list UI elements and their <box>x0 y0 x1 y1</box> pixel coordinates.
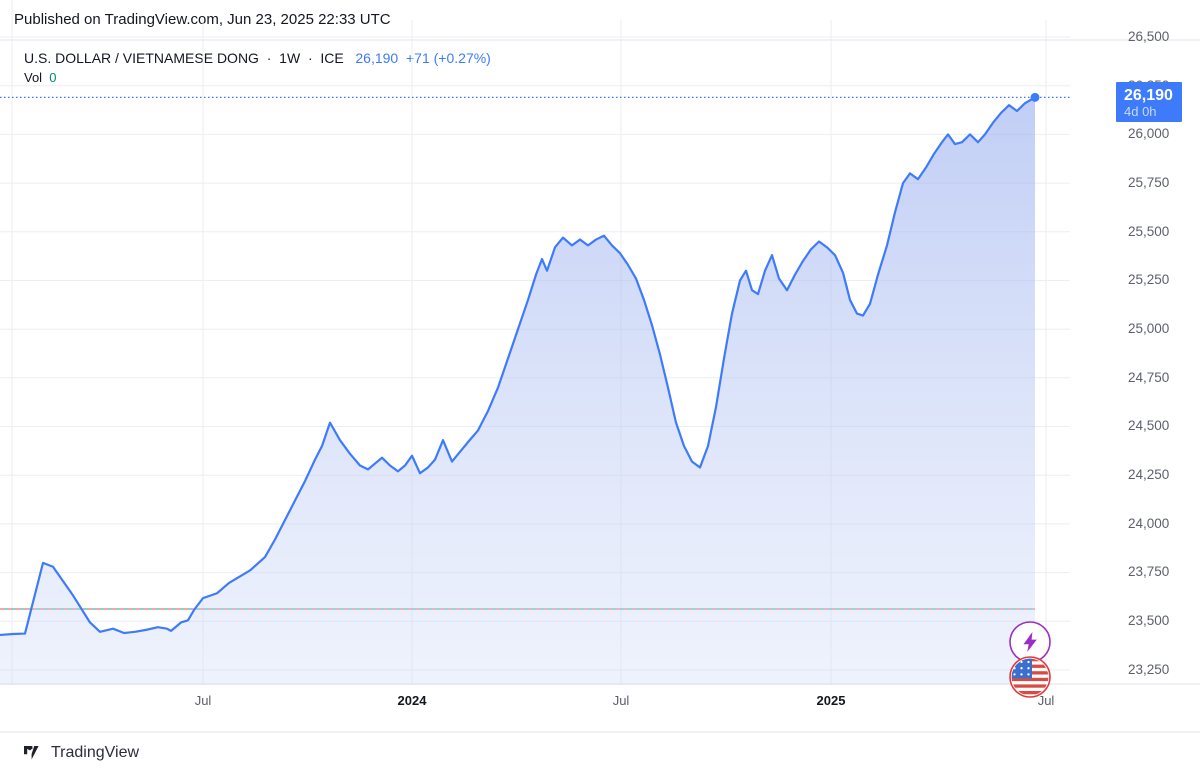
svg-text:26,000: 26,000 <box>1128 126 1169 141</box>
svg-text:Jul: Jul <box>1038 693 1055 708</box>
svg-text:24,500: 24,500 <box>1128 418 1169 433</box>
svg-text:25,250: 25,250 <box>1128 272 1169 287</box>
svg-text:24,250: 24,250 <box>1128 467 1169 482</box>
svg-text:23,250: 23,250 <box>1128 662 1169 677</box>
svg-text:25,500: 25,500 <box>1128 224 1169 239</box>
svg-text:25,000: 25,000 <box>1128 321 1169 336</box>
svg-text:Jul: Jul <box>613 693 630 708</box>
svg-text:2025: 2025 <box>817 693 846 708</box>
svg-text:26,500: 26,500 <box>1128 29 1169 44</box>
svg-text:23,750: 23,750 <box>1128 564 1169 579</box>
svg-text:2024: 2024 <box>398 693 428 708</box>
svg-text:24,750: 24,750 <box>1128 370 1169 385</box>
svg-text:24,000: 24,000 <box>1128 516 1169 531</box>
svg-text:26,190: 26,190 <box>1124 87 1173 104</box>
svg-text:Jul: Jul <box>195 693 212 708</box>
svg-text:23,500: 23,500 <box>1128 613 1169 628</box>
svg-text:4d 0h: 4d 0h <box>1124 104 1157 119</box>
svg-text:25,750: 25,750 <box>1128 175 1169 190</box>
